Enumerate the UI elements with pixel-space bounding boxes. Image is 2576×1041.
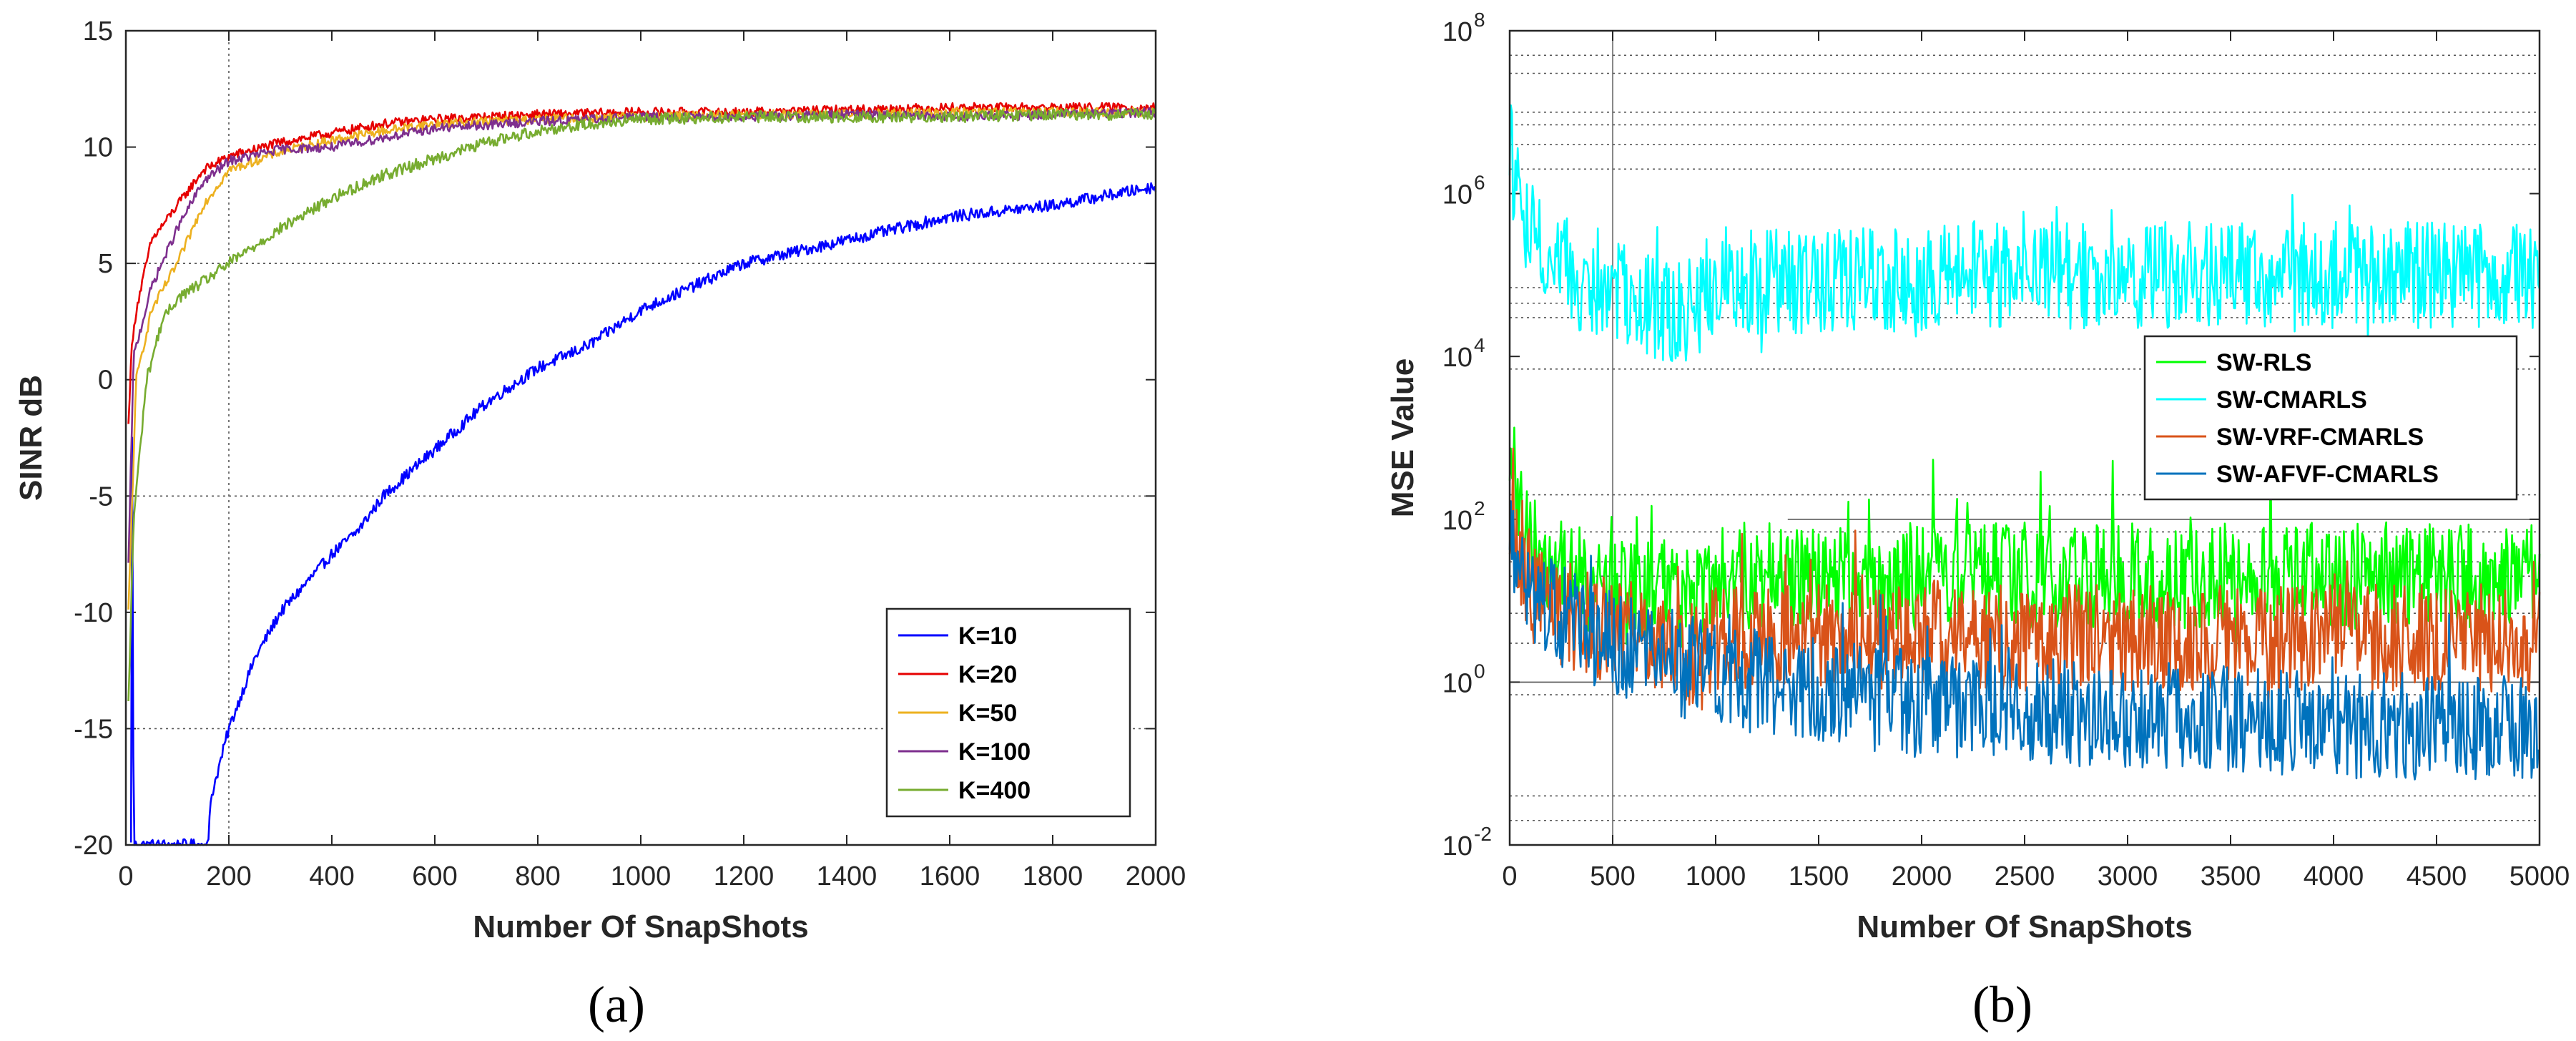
x-tick-label: 2000 [1892,861,1952,891]
y-tick-label-exp: -2 [1474,823,1492,845]
y-tick-label: -20 [74,831,113,861]
legend-label: K=100 [958,738,1031,766]
legend-label: K=10 [958,622,1017,650]
legend-box [2143,335,2518,501]
panel-a-axes-box [124,29,1157,846]
x-tick-label: 5000 [2509,861,2570,891]
legend-label: SW-RLS [2216,349,2311,376]
x-tick-label: 1000 [1686,861,1746,891]
y-tick-label: -10 [74,598,113,628]
y-tick-label-exp: 8 [1474,9,1485,31]
y-tick-label: 0 [98,366,113,396]
panel-b-label: (b) [1972,976,2032,1033]
x-tick-label: 1800 [1023,861,1083,891]
panel-a-series [127,102,1157,846]
x-tick-label: 200 [206,861,251,891]
series-line-k-10 [129,182,1157,846]
x-tick-label: 4000 [2304,861,2364,891]
y-tick-label-base: 10 [1442,831,1473,861]
panel-a-sinr-chart: 0 200 400 600 800 1000 1200 1400 1600 1800 2000 -20… [14,16,1186,1033]
x-tick-label: 4500 [2407,861,2467,891]
y-tick-label: 10 [83,133,113,163]
panel-b-axes-box [1508,29,2541,846]
panel-a-ticks: 0 200 400 600 800 1000 1200 1400 1600 1800 2000 -20… [74,16,1186,891]
series-line-k-400 [127,107,1157,702]
panel-b-xlabel: Number Of SnapShots [1857,909,2192,944]
series-line-sw-afvf-cmarls [1508,500,2540,781]
y-tick-label-base: 10 [1442,668,1473,698]
legend-label: K=400 [958,777,1031,804]
panel-b-mse-chart: 0 500 1000 1500 2000 2500 3000 3500 4000 4500 5000… [1385,9,2570,1033]
y-tick-label: -5 [89,482,113,512]
series-line-k-20 [127,102,1156,424]
y-tick-label-exp: 0 [1474,660,1485,682]
panel-b-ylabel: MSE Value [1385,358,1420,518]
legend-label: K=20 [958,661,1017,688]
series-line-k-100 [127,107,1157,563]
legend-label: SW-VRF-CMARLS [2216,424,2424,451]
x-tick-label: 0 [1502,861,1517,891]
y-tick-label-base: 10 [1442,506,1473,536]
x-tick-label: 3500 [2201,861,2261,891]
x-tick-label: 2000 [1126,861,1186,891]
x-tick-label: 1400 [817,861,877,891]
x-tick-label: 2500 [1995,861,2055,891]
y-tick-label-base: 10 [1442,343,1473,373]
panel-a-label: (a) [588,976,645,1033]
y-tick-label: 5 [98,249,113,279]
y-tick-label-exp: 6 [1474,172,1485,194]
x-tick-label: 1200 [714,861,775,891]
y-tick-label-base: 10 [1442,180,1473,210]
y-tick-label: -15 [74,714,113,744]
y-tick-label: 10 4 [1442,334,1485,373]
y-tick-label-exp: 4 [1474,334,1485,356]
x-tick-label: 600 [412,861,457,891]
x-tick-label: 500 [1590,861,1635,891]
series-line-sw-vrf-cmarls [1508,447,2541,710]
legend-label: SW-AFVF-CMARLS [2216,461,2439,488]
x-tick-label: 800 [515,861,560,891]
y-tick-label: 10 6 [1442,172,1485,210]
y-tick-label: 10 2 [1442,497,1485,536]
y-tick-label: 10 -2 [1442,823,1492,861]
x-tick-label: 1600 [920,861,980,891]
x-tick-label: 1000 [611,861,672,891]
legend-label: SW-CMARLS [2216,386,2367,414]
panel-a-legend: K=10 K=20 K=50 K=100 K=400 [885,607,1131,818]
x-tick-label: 3000 [2098,861,2158,891]
x-tick-label: 0 [118,861,133,891]
y-tick-label: 10 0 [1442,660,1485,698]
y-tick-label-exp: 2 [1474,497,1485,519]
y-tick-label: 15 [83,16,113,47]
panel-a-xlabel: Number Of SnapShots [473,909,808,944]
x-tick-label: 400 [309,861,354,891]
y-tick-label-base: 10 [1442,17,1473,47]
panel-b-legend: SW-RLS SW-CMARLS SW-VRF-CMARLS SW-AFVF-CMAR… [2143,335,2518,501]
x-tick-label: 1500 [1789,861,1849,891]
legend-label: K=50 [958,700,1017,727]
panel-a-ylabel: SINR dB [14,375,49,501]
y-tick-label: 10 8 [1442,9,1485,47]
panel-b-ticks: 0 500 1000 1500 2000 2500 3000 3500 4000 4500 5000… [1442,9,2570,891]
panel-b-series [1508,104,2541,781]
